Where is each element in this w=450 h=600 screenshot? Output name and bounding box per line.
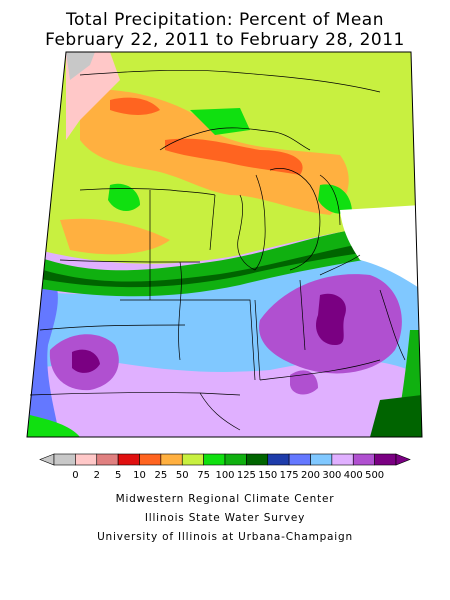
legend-label: 125 bbox=[237, 470, 256, 481]
legend-swatch bbox=[374, 453, 397, 466]
legend-label: 500 bbox=[365, 470, 384, 481]
legend-swatch bbox=[267, 453, 290, 466]
credit-line-2: Illinois State Water Survey bbox=[144, 512, 306, 524]
legend-label: 75 bbox=[197, 470, 210, 481]
map-date-range: February 22, 2011 to February 28, 2011 bbox=[45, 30, 405, 50]
legend-label: 300 bbox=[322, 470, 341, 481]
map-frame bbox=[26, 51, 423, 438]
legend-label: 0 bbox=[72, 470, 78, 481]
legend-swatch bbox=[310, 453, 333, 466]
legend-arrow-right bbox=[395, 453, 411, 466]
legend-label: 175 bbox=[280, 470, 299, 481]
legend-label: 400 bbox=[344, 470, 363, 481]
credit-line-3: University of Illinois at Urbana-Champai… bbox=[97, 531, 353, 543]
legend-swatch bbox=[203, 453, 226, 466]
legend-swatch bbox=[288, 453, 311, 466]
legend-swatch bbox=[117, 453, 140, 466]
credit-line-1: Midwestern Regional Climate Center bbox=[115, 493, 335, 505]
legend-label: 2 bbox=[94, 470, 100, 481]
legend-swatch bbox=[96, 453, 119, 466]
color-legend: 0 2 5 10 25 50 75 100 125 150 175 200 300 400 500 bbox=[39, 453, 411, 481]
legend-swatch bbox=[224, 453, 247, 466]
legend-swatch bbox=[75, 453, 98, 466]
map-title: Total Precipitation: Percent of Mean bbox=[66, 10, 384, 30]
legend-arrow-left bbox=[39, 453, 55, 466]
legend-swatch bbox=[139, 453, 162, 466]
legend-swatch bbox=[352, 453, 375, 466]
legend-label: 50 bbox=[176, 470, 189, 481]
legend-label: 25 bbox=[155, 470, 168, 481]
boundary-lines bbox=[29, 69, 406, 431]
legend-swatch bbox=[181, 453, 204, 466]
legend-swatch bbox=[160, 453, 183, 466]
legend-label: 200 bbox=[301, 470, 320, 481]
legend-label: 10 bbox=[133, 470, 146, 481]
legend-label: 5 bbox=[115, 470, 121, 481]
legend-label: 150 bbox=[258, 470, 277, 481]
legend-swatch bbox=[331, 453, 354, 466]
legend-label: 100 bbox=[215, 470, 234, 481]
legend-swatch bbox=[246, 453, 269, 466]
legend-swatch bbox=[53, 453, 76, 466]
precip-fill-layer bbox=[27, 52, 422, 437]
